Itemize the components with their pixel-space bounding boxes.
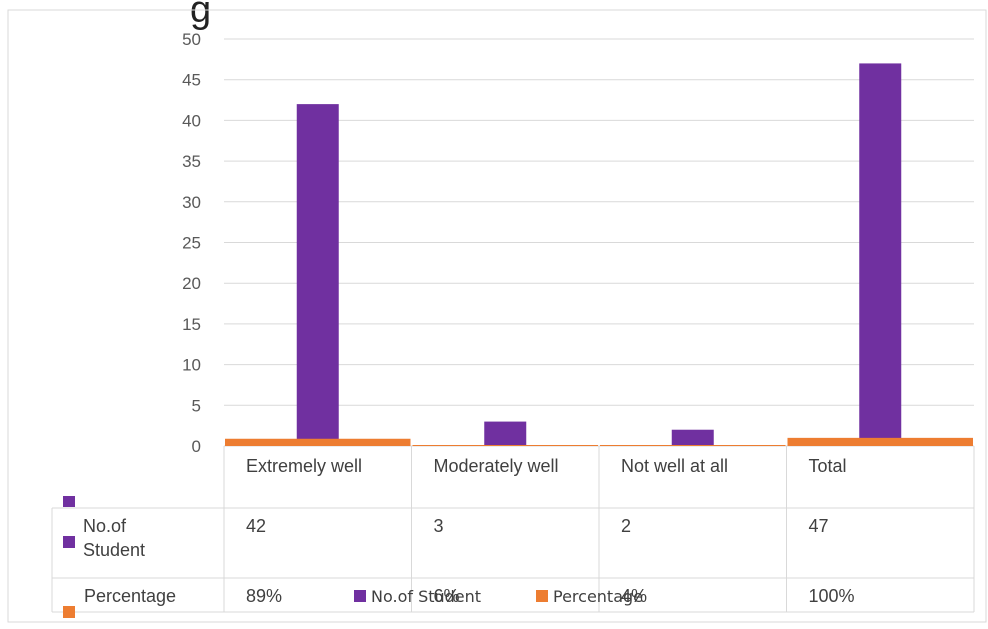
bar-percentage-total — [788, 438, 974, 446]
category-label-extremely-well: Extremely well — [246, 456, 362, 476]
y-tick-label: 10 — [182, 356, 201, 375]
y-tick-label: 20 — [182, 274, 201, 293]
category-label-not-well-at-all: Not well at all — [621, 456, 728, 476]
cell-no-of-student-extremely-well: 42 — [246, 516, 266, 536]
category-label-total: Total — [809, 456, 847, 476]
bar-percentage-not-well-at-all — [600, 445, 786, 446]
cell-percentage-total: 100% — [809, 586, 855, 606]
bar-no-of-student-not-well-at-all — [672, 430, 714, 446]
legend-label-no-of-student: No.of Student — [371, 587, 481, 606]
cell-no-of-student-moderately-well: 3 — [434, 516, 444, 536]
table-key-percentage — [63, 606, 75, 618]
bar-percentage-moderately-well — [413, 445, 599, 446]
y-tick-label: 40 — [182, 111, 201, 130]
y-tick-label: 25 — [182, 234, 201, 253]
category-label-moderately-well: Moderately well — [434, 456, 559, 476]
chart-title: g — [190, 0, 211, 31]
legend-label-percentage: Percentage — [553, 587, 643, 606]
legend-swatch-no-of-student — [354, 590, 366, 602]
bar-percentage-extremely-well — [225, 439, 411, 446]
row-label-percentage: Percentage — [84, 586, 176, 606]
legend-swatch-percentage — [536, 590, 548, 602]
bar-no-of-student-moderately-well — [484, 422, 526, 446]
cell-percentage-extremely-well: 89% — [246, 586, 282, 606]
y-tick-label: 30 — [182, 193, 201, 212]
y-tick-label: 35 — [182, 152, 201, 171]
bar-no-of-student-extremely-well — [297, 104, 339, 446]
y-tick-label: 5 — [192, 396, 201, 415]
y-tick-label: 45 — [182, 71, 201, 90]
cell-no-of-student-not-well-at-all: 2 — [621, 516, 631, 536]
table-key-no-of-student — [63, 536, 75, 548]
cell-no-of-student-total: 47 — [809, 516, 829, 536]
y-tick-label: 0 — [192, 437, 201, 456]
bar-no-of-student-total — [859, 63, 901, 446]
table-header-key — [63, 496, 75, 507]
y-tick-label: 50 — [182, 30, 201, 49]
y-tick-label: 15 — [182, 315, 201, 334]
